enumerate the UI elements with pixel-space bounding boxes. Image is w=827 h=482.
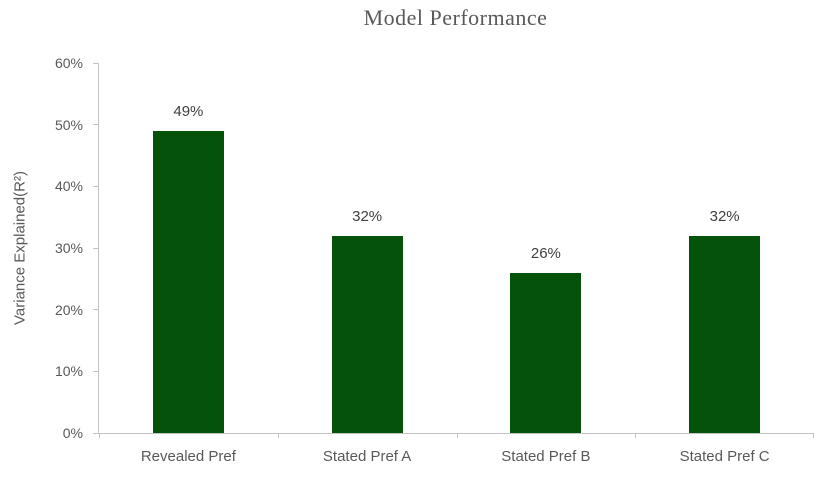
y-axis-tick-label: 20%: [54, 301, 83, 318]
y-axis-tick: [93, 432, 99, 434]
y-axis-tick-label: 0%: [62, 425, 83, 441]
x-axis-tick: [813, 433, 814, 438]
bar-stated-pref-c: [689, 235, 761, 433]
x-axis-tick: [277, 433, 279, 438]
y-axis-tick: [93, 309, 99, 311]
y-axis-tick: [93, 124, 99, 126]
y-axis-tick-label: 10%: [54, 363, 83, 380]
y-axis-tick-label: 30%: [54, 240, 83, 256]
x-axis-tick: [456, 433, 458, 438]
bar-stated-pref-b: [510, 272, 582, 433]
y-axis-title: Variance Explained(R²): [11, 171, 29, 325]
y-axis-tick: [93, 185, 99, 187]
x-axis-tick: [99, 433, 100, 438]
bar-stated-pref-a: [331, 235, 403, 433]
y-axis-tick-label: 40%: [54, 178, 83, 195]
y-axis-tick: [93, 62, 99, 64]
y-axis-tick-label: 60%: [54, 55, 83, 71]
bar-value-label-stated-pref-c: 32%: [709, 207, 740, 225]
chart-title: Model Performance: [363, 5, 548, 30]
x-axis-tick: [635, 433, 637, 438]
x-category-label-stated-pref-a: Stated Pref A: [322, 448, 412, 465]
bar-value-label-stated-pref-a: 32%: [352, 207, 383, 225]
x-category-label-stated-pref-c: Stated Pref C: [679, 448, 770, 465]
y-axis-tick: [93, 370, 99, 372]
bar-revealed-pref: [152, 130, 224, 433]
x-category-label-stated-pref-b: Stated Pref B: [501, 448, 591, 465]
y-axis-tick-label: 50%: [54, 116, 83, 133]
y-axis-tick: [93, 247, 99, 249]
plot-area: 0% 10% 20% 30% 40% 50% 60% 49% Revealed Pref 32% S…: [55, 55, 814, 465]
x-category-label-revealed-pref: Revealed Pref: [140, 448, 236, 465]
bar-value-label-revealed-pref: 49%: [173, 102, 204, 120]
bar-value-label-stated-pref-b: 26%: [530, 244, 561, 262]
